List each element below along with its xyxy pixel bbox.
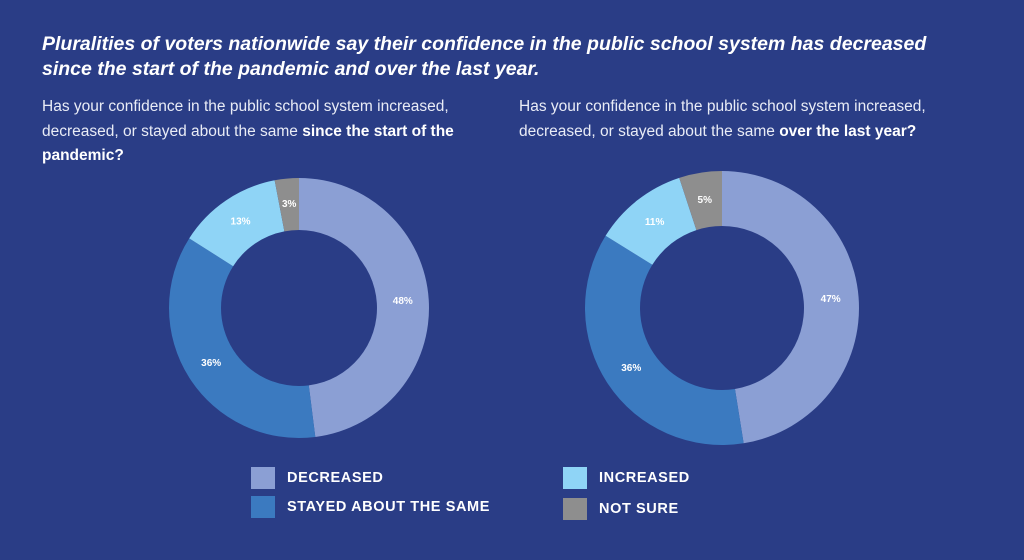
donut-2-label-stayed-about-the-same: 36% <box>621 363 641 374</box>
donut-2-label-not-sure: 5% <box>698 195 713 206</box>
donut-1-slice-decreased <box>299 178 430 437</box>
legend-item-increased: INCREASED <box>563 467 690 489</box>
donut-2-label-increased: 11% <box>645 217 665 228</box>
donut-1-slice-not-sure <box>274 178 299 232</box>
donut-2-slice-not-sure <box>679 171 722 231</box>
donut-1-slice-stayed-about-the-same <box>168 238 316 439</box>
donut-1-slice-increased <box>189 180 285 267</box>
legend-item-not-sure: NOT SURE <box>563 498 679 520</box>
legend-swatch-increased <box>563 467 587 489</box>
question-left-prefix: Has your confidence in the public school… <box>42 98 449 140</box>
donut-1-label-increased: 13% <box>231 216 251 227</box>
question-left: Has your confidence in the public school… <box>42 95 502 169</box>
legend-label-stayed-same: STAYED ABOUT THE SAME <box>287 499 490 515</box>
donut-2-slice-increased <box>605 177 697 265</box>
question-right: Has your confidence in the public school… <box>519 95 989 144</box>
legend-swatch-stayed-same <box>251 496 275 518</box>
donut-1-label-not-sure: 3% <box>282 199 297 210</box>
donut-1-label-decreased: 48% <box>393 296 413 307</box>
question-left-emphasis: since the start of the pandemic? <box>42 122 454 165</box>
legend-swatch-not-sure <box>563 498 587 520</box>
donut-2-slice-decreased <box>722 171 859 444</box>
donut-2-label-decreased: 47% <box>821 294 841 305</box>
legend-item-stayed-same: STAYED ABOUT THE SAME <box>251 496 490 518</box>
legend-item-decreased: DECREASED <box>251 467 383 489</box>
legend-label-not-sure: NOT SURE <box>599 501 679 517</box>
donut-1-label-stayed-about-the-same: 36% <box>201 358 221 369</box>
legend-label-decreased: DECREASED <box>287 470 384 486</box>
headline: Pluralities of voters nationwide say the… <box>42 33 927 80</box>
question-right-emphasis: over the last year? <box>779 122 917 140</box>
legend-label-increased: INCREASED <box>599 470 690 486</box>
donut-2-slice-stayed-about-the-same <box>585 235 744 445</box>
question-right-prefix: Has your confidence in the public school… <box>519 98 926 140</box>
legend-swatch-decreased <box>251 467 275 489</box>
